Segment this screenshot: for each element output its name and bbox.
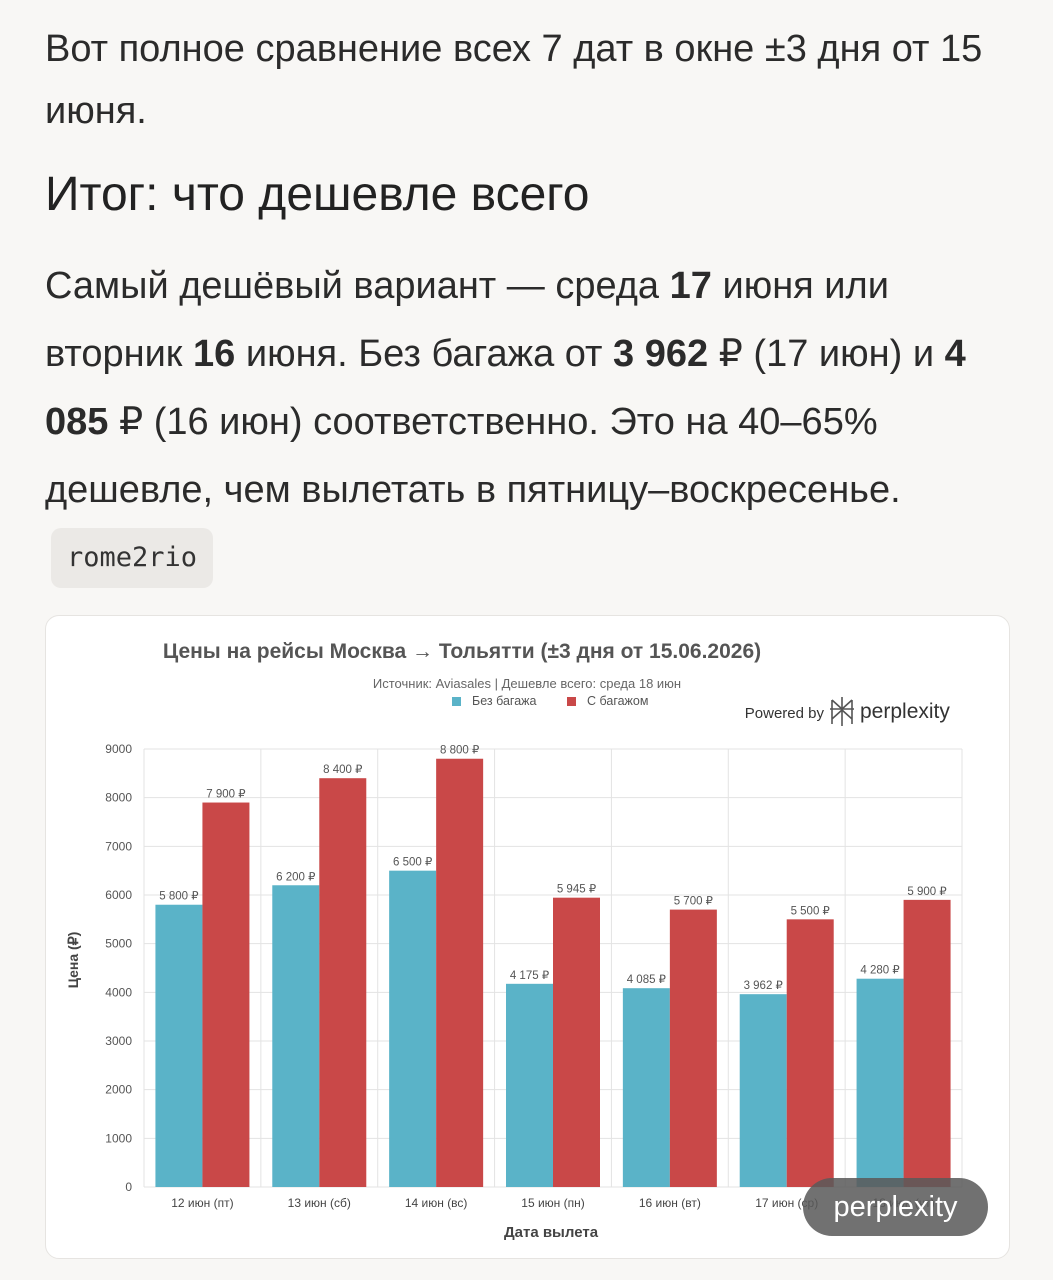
legend-swatch-no-baggage <box>452 697 461 706</box>
perplexity-brand: perplexity <box>860 700 950 723</box>
summary-heading: Итог: что дешевле всего <box>45 168 590 221</box>
x-tick-label: 13 июн (сб) <box>288 1196 351 1210</box>
bar-value-label: 6 200 ₽ <box>276 871 316 883</box>
para-text-1: Самый дешёвый вариант — среда <box>45 265 670 307</box>
chart-subtitle: Источник: Aviasales | Дешевле всего: сре… <box>373 676 681 691</box>
para-text-4: ₽ (17 июн) и <box>708 333 945 375</box>
bar-value-label: 4 085 ₽ <box>627 974 667 986</box>
para-text-3: июня. Без багажа от <box>235 333 614 375</box>
chart-title: Цены на рейсы Москва → Тольятти (±3 дня … <box>163 640 761 663</box>
perplexity-floating-button[interactable]: perplexity <box>803 1178 988 1236</box>
bar-value-label: 7 900 ₽ <box>206 789 246 801</box>
bar-value-label: 5 945 ₽ <box>557 884 597 896</box>
legend-swatch-baggage <box>567 697 576 706</box>
perplexity-logo-icon <box>830 697 854 726</box>
legend-label-no-baggage: Без багажа <box>472 694 537 708</box>
para-bold-day-16: 16 <box>193 333 236 375</box>
bar <box>553 897 600 1187</box>
bar <box>786 919 834 1187</box>
y-tick-label: 3000 <box>105 1034 132 1048</box>
x-tick-label: 17 июн (ср) <box>755 1196 818 1210</box>
bar-value-label: 4 280 ₽ <box>860 965 900 977</box>
para-bold-price-1: 3 962 <box>613 333 709 375</box>
bar-value-label: 5 500 ₽ <box>791 905 831 917</box>
citation-chip[interactable]: rome2rio <box>51 528 214 588</box>
chart-legend: Без багажа С багажом <box>452 694 648 708</box>
bar <box>506 983 553 1187</box>
powered-by-label: Powered by <box>745 705 825 722</box>
bar <box>739 994 787 1187</box>
bar-value-label: 5 900 ₽ <box>907 886 947 898</box>
bar <box>436 758 484 1187</box>
powered-by-badge[interactable]: Powered by perplexity <box>745 697 951 726</box>
y-tick-label: 0 <box>125 1180 132 1194</box>
bar-value-label: 5 800 ₽ <box>159 891 199 903</box>
plot-area: 0 1000 2000 3000 4000 5000 6000 7000 8000 9000 5 8… <box>105 742 963 1210</box>
y-tick-label: 9000 <box>105 742 132 756</box>
bar <box>622 988 670 1187</box>
x-tick-label: 12 июн (пт) <box>171 1196 233 1210</box>
x-tick-label: 14 июн (вс) <box>405 1196 468 1210</box>
bar-value-label: 8 400 ₽ <box>323 764 363 776</box>
x-tick-label: 16 июн (вт) <box>639 1196 701 1210</box>
y-tick-label: 1000 <box>105 1131 132 1145</box>
chart-card: Цены на рейсы Москва → Тольятти (±3 дня … <box>45 615 1010 1259</box>
y-tick-label: 7000 <box>105 839 132 853</box>
bar-value-label: 8 800 ₽ <box>440 745 480 757</box>
bar <box>272 885 320 1187</box>
para-bold-price-2: 4 085 <box>45 333 966 443</box>
bar-value-label: 5 700 ₽ <box>674 896 714 908</box>
y-tick-label: 8000 <box>105 791 132 805</box>
y-tick-label: 5000 <box>105 937 132 951</box>
bar <box>155 904 203 1187</box>
y-axis-label: Цена (₽) <box>65 932 81 989</box>
x-axis-label: Дата вылета <box>504 1224 599 1241</box>
bar <box>319 778 367 1187</box>
price-chart: Цены на рейсы Москва → Тольятти (±3 дня … <box>65 640 963 1241</box>
para-text-5: ₽ (16 июн) соответственно. Это на 40–65%… <box>45 401 901 511</box>
bar <box>669 909 717 1187</box>
y-tick-label: 6000 <box>105 888 132 902</box>
legend-label-baggage: С багажом <box>587 694 648 708</box>
y-tick-label: 4000 <box>105 985 132 999</box>
bar <box>856 978 904 1187</box>
para-text-2: июня или вторник <box>45 265 889 375</box>
x-tick-label: 15 июн (пн) <box>521 1196 584 1210</box>
para-bold-day-17: 17 <box>669 265 712 307</box>
bar <box>903 899 951 1187</box>
intro-text: Вот полное сравнение всех 7 дат в окне ±… <box>45 28 983 132</box>
bar-value-label: 4 175 ₽ <box>510 970 550 982</box>
bar-value-label: 6 500 ₽ <box>393 857 433 869</box>
bar <box>202 802 250 1187</box>
y-tick-label: 2000 <box>105 1083 132 1097</box>
bar-value-label: 3 962 ₽ <box>744 980 784 992</box>
summary-paragraph: Самый дешёвый вариант — среда 17 июня ил… <box>45 252 1020 592</box>
bar <box>389 870 437 1187</box>
